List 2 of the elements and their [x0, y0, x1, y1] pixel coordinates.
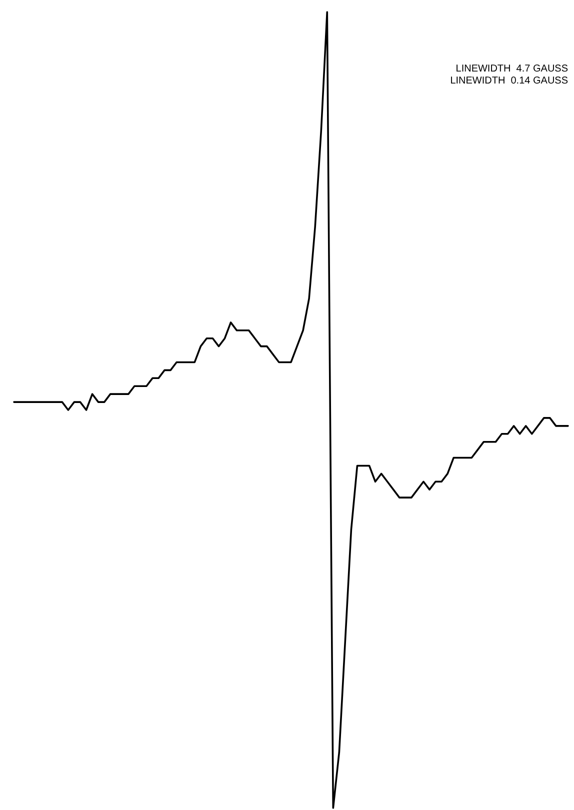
annotation: LINEWIDTH 4.7 GAUSS	[456, 64, 568, 74]
annotation: LINEWIDTH 0.14 GAUSS	[450, 76, 568, 86]
